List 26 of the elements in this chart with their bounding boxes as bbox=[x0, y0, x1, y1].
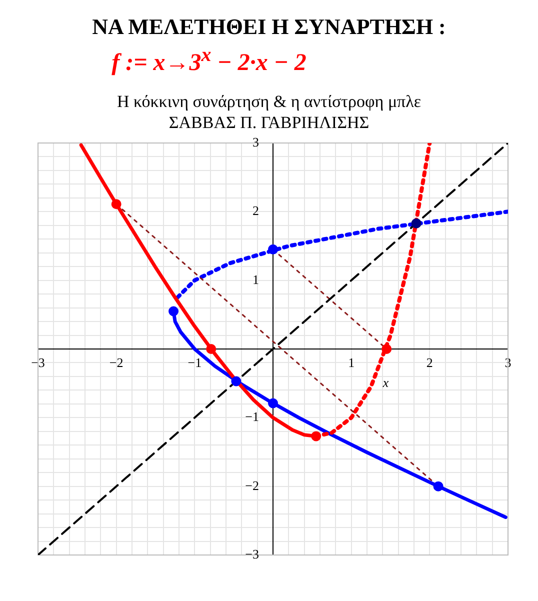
x-tick-label: −3 bbox=[31, 355, 45, 370]
point bbox=[168, 306, 179, 316]
point bbox=[111, 199, 122, 210]
point bbox=[311, 431, 322, 442]
point bbox=[268, 244, 278, 254]
y-tick-label: −1 bbox=[245, 409, 259, 424]
x-tick-label: 2 bbox=[426, 355, 433, 370]
chart-subtitle: f := x→3$^{x}$ − 2·x − 2 bbox=[110, 44, 308, 77]
y-tick-label: 2 bbox=[252, 203, 259, 218]
y-tick-label: 3 bbox=[252, 134, 259, 150]
point bbox=[206, 344, 216, 354]
x-tick-label: −1 bbox=[188, 355, 202, 370]
x-axis-title: x bbox=[382, 375, 389, 390]
x-tick-label: −2 bbox=[109, 355, 124, 370]
text: Η κόκκινη συνάρτηση & η αντίστροφη μπλε bbox=[116, 91, 422, 112]
point bbox=[231, 376, 242, 386]
y-tick-label: −2 bbox=[245, 478, 259, 493]
point bbox=[268, 398, 278, 408]
x-tick-label: 1 bbox=[348, 355, 355, 370]
chart-title: ΝΑ ΜΕΛΕΤΗΘΕΙ Η ΣΥΝΑΡΤΗΣΗ : bbox=[91, 14, 447, 40]
y-tick-label: 1 bbox=[252, 272, 259, 287]
text: ΣΑΒΒΑΣ Π. ΓΑΒΡΙΗΛΙΣΗΣ bbox=[168, 112, 370, 133]
point bbox=[382, 344, 392, 354]
point bbox=[433, 481, 444, 492]
y-tick-label: −3 bbox=[245, 546, 259, 562]
point bbox=[411, 218, 422, 228]
